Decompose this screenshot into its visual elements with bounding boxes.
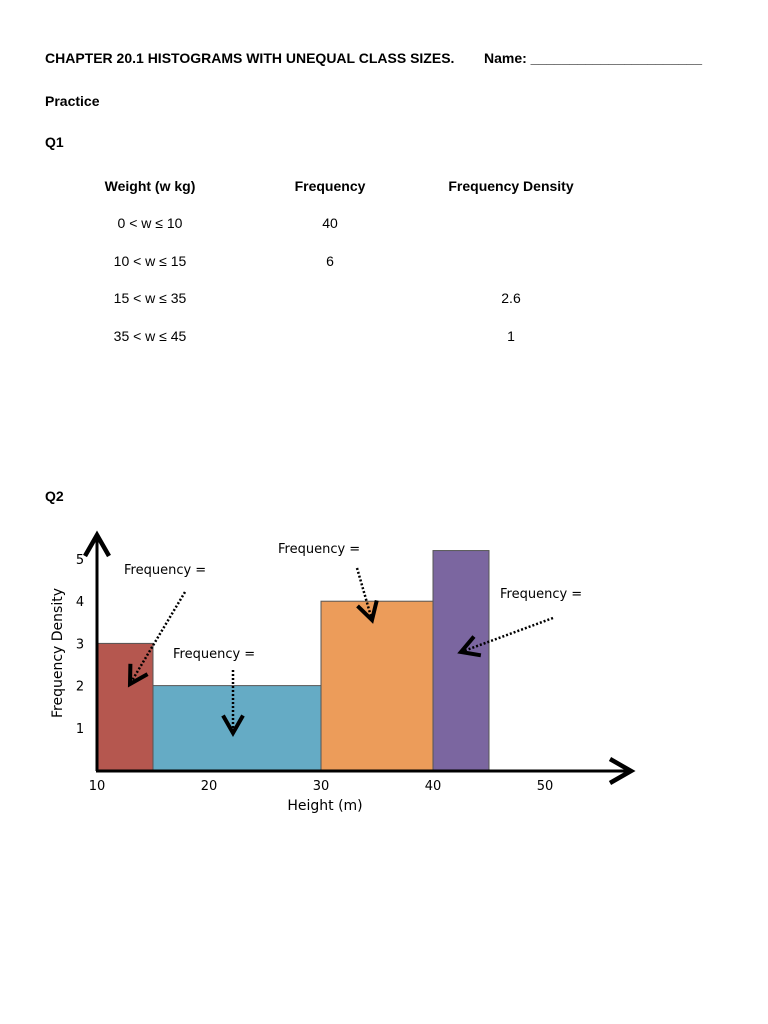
y-tick-label: 1 xyxy=(76,722,84,737)
name-field[interactable]: Name: ______________________ xyxy=(484,50,702,66)
annotation-arrow xyxy=(127,591,187,688)
frequency-annotation: Frequency = xyxy=(500,587,582,602)
histogram-bar xyxy=(96,642,154,771)
row-weight: 0 < w ≤ 10 xyxy=(117,215,183,231)
row-weight: 15 < w ≤ 35 xyxy=(113,290,187,307)
row-frequency-density: 2.6 xyxy=(501,290,521,307)
x-tick-label: 50 xyxy=(537,779,554,794)
y-tick-label: 4 xyxy=(76,595,84,610)
row-weight: 35 < w ≤ 45 xyxy=(113,328,187,345)
y-tick-label: 2 xyxy=(76,680,84,695)
histogram-bar xyxy=(432,550,490,771)
row-frequency: 6 xyxy=(326,252,334,269)
column-header-frequency-density: Frequency Density xyxy=(448,178,574,194)
section-heading: Practice xyxy=(45,93,100,109)
x-tick-label: 40 xyxy=(425,779,442,794)
frequency-annotation: Frequency = xyxy=(124,563,206,578)
row-frequency: 40 xyxy=(322,215,338,231)
annotation-arrow xyxy=(457,616,554,658)
row-weight: 10 < w ≤ 15 xyxy=(113,252,187,269)
y-tick-label: 3 xyxy=(76,637,84,652)
row-frequency-density: 1 xyxy=(507,328,515,345)
x-tick-label: 10 xyxy=(89,779,106,794)
x-tick-label: 20 xyxy=(201,779,218,794)
column-header-frequency: Frequency xyxy=(294,178,366,194)
question-2-label: Q2 xyxy=(45,488,64,504)
frequency-annotation: Frequency = xyxy=(173,647,255,662)
y-axis-label: Frequency Density xyxy=(50,588,66,718)
annotation-arrow xyxy=(355,567,379,624)
column-header-weight: Weight (w kg) xyxy=(104,178,196,194)
x-tick-label: 30 xyxy=(313,779,330,794)
x-axis-label: Height (m) xyxy=(287,798,362,814)
histogram-bar xyxy=(152,685,322,771)
question-1-label: Q1 xyxy=(45,134,64,150)
y-tick-label: 5 xyxy=(76,553,84,568)
worksheet-title: CHAPTER 20.1 HISTOGRAMS WITH UNEQUAL CLA… xyxy=(45,50,455,66)
histogram-bar xyxy=(320,600,434,771)
frequency-annotation: Frequency = xyxy=(278,542,360,557)
